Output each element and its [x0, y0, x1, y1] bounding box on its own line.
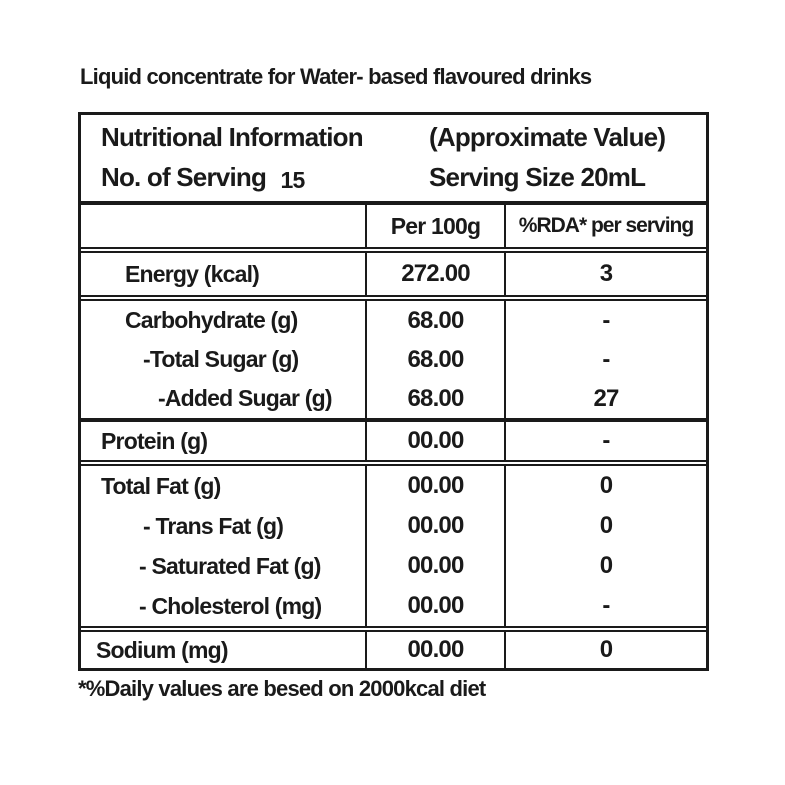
table-section-carbohydrate: Carbohydrate (g) -Total Sugar (g) -Added…: [81, 295, 706, 418]
sodium-per100g: 00.00: [365, 632, 504, 668]
row-rda-value: -: [602, 345, 610, 373]
table-section-energy: Energy (kcal) 272.00 3: [81, 247, 706, 295]
row-label: - Cholesterol (mg): [139, 592, 322, 619]
row-rda-value: -: [602, 592, 610, 619]
row-per100g-value: 00.00: [407, 472, 464, 499]
row-label: -Total Sugar (g): [143, 346, 299, 372]
protein-labels: Protein (g): [81, 422, 365, 460]
servings-value: 15: [280, 166, 305, 193]
row-label: Sodium (mg): [96, 636, 229, 663]
table-section-sodium: Sodium (mg) 00.00 0: [81, 626, 706, 668]
row-label-column-header: [81, 205, 365, 247]
carbohydrate-rda: - - 27: [504, 301, 706, 418]
energy-per100g: 272.00: [365, 253, 504, 295]
row-label: - Trans Fat (g): [143, 512, 284, 539]
carbohydrate-labels: Carbohydrate (g) -Total Sugar (g) -Added…: [81, 301, 365, 418]
row-rda-value: 27: [593, 384, 619, 412]
serving-size-value: 20mL: [580, 161, 646, 192]
protein-per100g: 00.00: [365, 422, 504, 460]
row-per100g-value: 272.00: [401, 260, 470, 287]
row-rda-value: 0: [599, 512, 613, 539]
row-per100g-value: 00.00: [407, 636, 464, 663]
servings-label: No. of Serving: [101, 161, 267, 192]
per-100g-column: Per 100g: [365, 205, 504, 247]
protein-rda: -: [504, 422, 706, 460]
row-per100g-value: 68.00: [407, 345, 464, 373]
serving-size: Serving Size 20mL: [429, 161, 646, 193]
row-label: Carbohydrate (g): [125, 307, 298, 333]
row-per100g-value: 00.00: [407, 592, 464, 619]
empty-column-header: [81, 205, 365, 247]
rda-column: %RDA* per serving: [504, 205, 706, 247]
row-rda-value: 0: [599, 472, 613, 499]
row-rda-value: 3: [599, 260, 613, 287]
table-header-line-1: Nutritional Information (Approximate Val…: [81, 117, 706, 157]
energy-rda: 3: [504, 253, 706, 295]
product-type-title: Liquid concentrate for Water- based flav…: [80, 64, 592, 89]
row-rda-value: 0: [599, 636, 613, 663]
table-header: Nutritional Information (Approximate Val…: [81, 115, 706, 205]
row-rda-value: 0: [599, 552, 613, 579]
fat-per100g: 00.00 00.00 00.00 00.00: [365, 466, 504, 626]
footnote: *%Daily values are besed on 2000kcal die…: [78, 676, 486, 701]
row-per100g-value: 68.00: [407, 306, 464, 334]
row-label: Total Fat (g): [101, 472, 221, 499]
approximate-value-note: (Approximate Value): [429, 121, 666, 152]
per-100g-column-header: Per 100g: [390, 212, 481, 239]
table-header-line-2: No. of Serving 15 Serving Size 20mL: [81, 157, 706, 197]
nutrition-table: Nutritional Information (Approximate Val…: [78, 112, 709, 671]
serving-size-label: Serving Size: [429, 161, 575, 192]
servings-count: No. of Serving 15: [81, 162, 429, 193]
row-rda-value: -: [602, 306, 610, 334]
energy-labels: Energy (kcal): [81, 253, 365, 295]
row-rda-value: -: [602, 427, 610, 454]
carbohydrate-per100g: 68.00 68.00 68.00: [365, 301, 504, 418]
row-per100g-value: 00.00: [407, 512, 464, 539]
rda-column-header: %RDA* per serving: [518, 214, 694, 237]
nutritional-information-title: Nutritional Information: [101, 121, 364, 152]
table-section-fat: Total Fat (g) - Trans Fat (g) - Saturate…: [81, 460, 706, 626]
row-per100g-value: 00.00: [407, 427, 464, 454]
table-section-protein: Protein (g) 00.00 -: [81, 418, 706, 460]
row-label: Energy (kcal): [125, 260, 260, 287]
fat-labels: Total Fat (g) - Trans Fat (g) - Saturate…: [81, 466, 365, 626]
column-header-row: Per 100g %RDA* per serving: [81, 205, 706, 247]
sodium-labels: Sodium (mg): [81, 632, 365, 668]
row-per100g-value: 00.00: [407, 552, 464, 579]
row-label: -Added Sugar (g): [158, 385, 333, 411]
row-per100g-value: 68.00: [407, 384, 464, 412]
row-label: - Saturated Fat (g): [139, 552, 321, 579]
row-label: Protein (g): [101, 427, 208, 454]
fat-rda: 0 0 0 -: [504, 466, 706, 626]
sodium-rda: 0: [504, 632, 706, 668]
